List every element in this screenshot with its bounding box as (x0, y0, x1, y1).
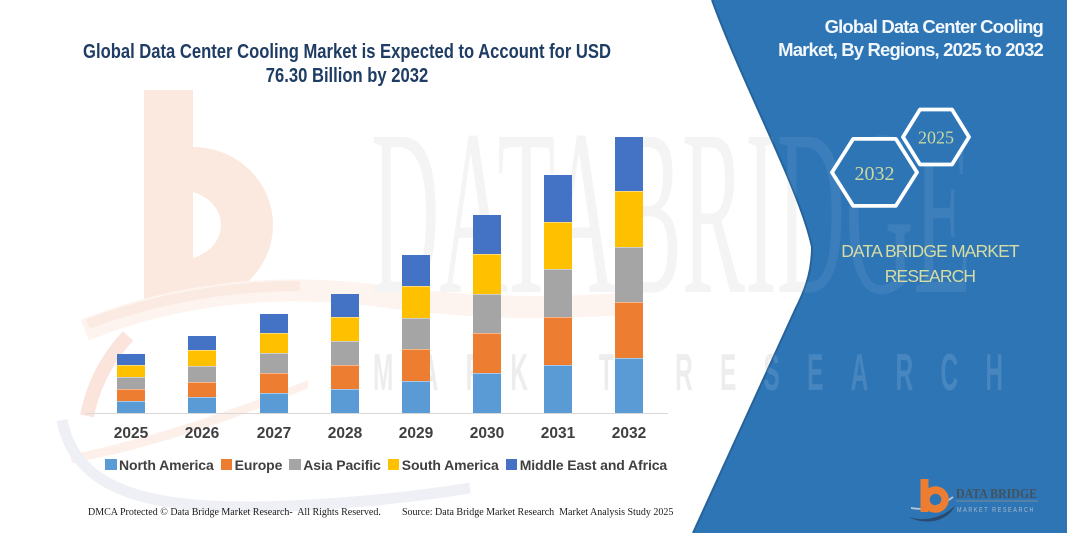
svg-text:2032: 2032 (855, 163, 895, 185)
svg-text:MARKET RESEARCH: MARKET RESEARCH (957, 507, 1035, 514)
svg-text:2025: 2025 (918, 128, 954, 148)
svg-text:DATA BRIDGE: DATA BRIDGE (956, 487, 1037, 502)
